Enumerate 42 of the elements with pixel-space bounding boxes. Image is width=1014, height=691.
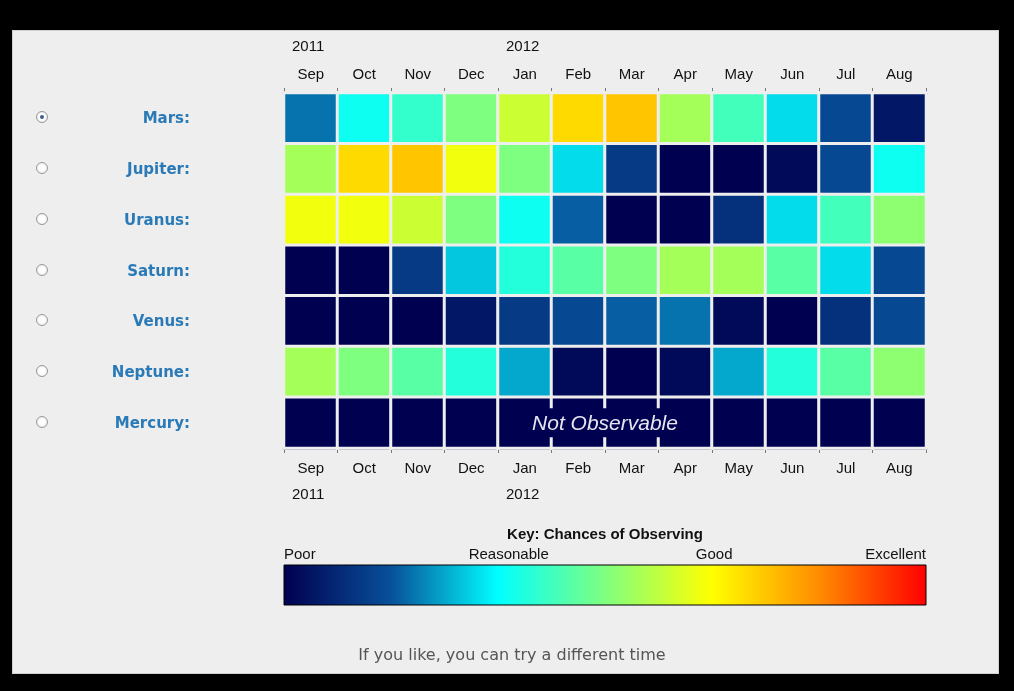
text: 2011: [292, 36, 325, 54]
category-label: Nov: [404, 65, 432, 82]
category-label: Jul: [836, 65, 856, 82]
category-label: Aug: [885, 65, 913, 82]
x-tick-label: Mar: [618, 459, 645, 476]
category-label: Jun: [780, 65, 805, 82]
category-label: Sep: [297, 65, 325, 82]
y-tick-label: Neptune:: [111, 362, 190, 381]
color-bar-label: Poor: [284, 544, 316, 562]
y-tick-label: Venus:: [132, 312, 190, 331]
x-tick-label: Sep: [297, 459, 325, 476]
x-tick-label: Nov: [404, 459, 432, 476]
x-tick-label: May: [724, 459, 754, 476]
category-label: Apr: [673, 65, 697, 82]
y-tick-label: Uranus:: [124, 210, 190, 229]
x-tick-label: Aug: [885, 459, 913, 476]
x-tick-label: Apr: [673, 459, 697, 476]
category-label: Jan: [512, 65, 537, 82]
color-bar-label: Good: [695, 544, 733, 562]
x-tick-label: Feb: [565, 459, 592, 476]
x-tick-label: Jul: [836, 459, 856, 476]
x-tick-label: Jun: [780, 459, 805, 476]
color-bar-label: Excellent: [865, 544, 927, 562]
category-label: Dec: [457, 65, 485, 82]
category-label: Feb: [565, 65, 592, 82]
y-tick-label: Mercury:: [114, 413, 190, 432]
y-tick-label: Saturn:: [127, 261, 190, 280]
category-label: Mar: [618, 65, 645, 82]
text: 2012: [506, 36, 540, 54]
x-tick-label: Dec: [457, 459, 486, 476]
y-tick-label: Mars:: [142, 109, 190, 128]
category-label: Oct: [352, 65, 376, 82]
text: If you like, you can try a different time: [358, 644, 666, 664]
color-bar-label: Reasonable: [468, 544, 549, 562]
text: 2011: [292, 484, 325, 502]
color-bar-title: Key: Chances of Observing: [507, 524, 703, 542]
y-tick-label: Jupiter:: [126, 160, 190, 179]
x-tick-label: Oct: [352, 459, 377, 476]
x-tick-label: Jan: [512, 459, 537, 476]
category-label: May: [724, 65, 753, 82]
annotation: Not Observable: [532, 411, 678, 435]
text: 2012: [506, 484, 540, 502]
